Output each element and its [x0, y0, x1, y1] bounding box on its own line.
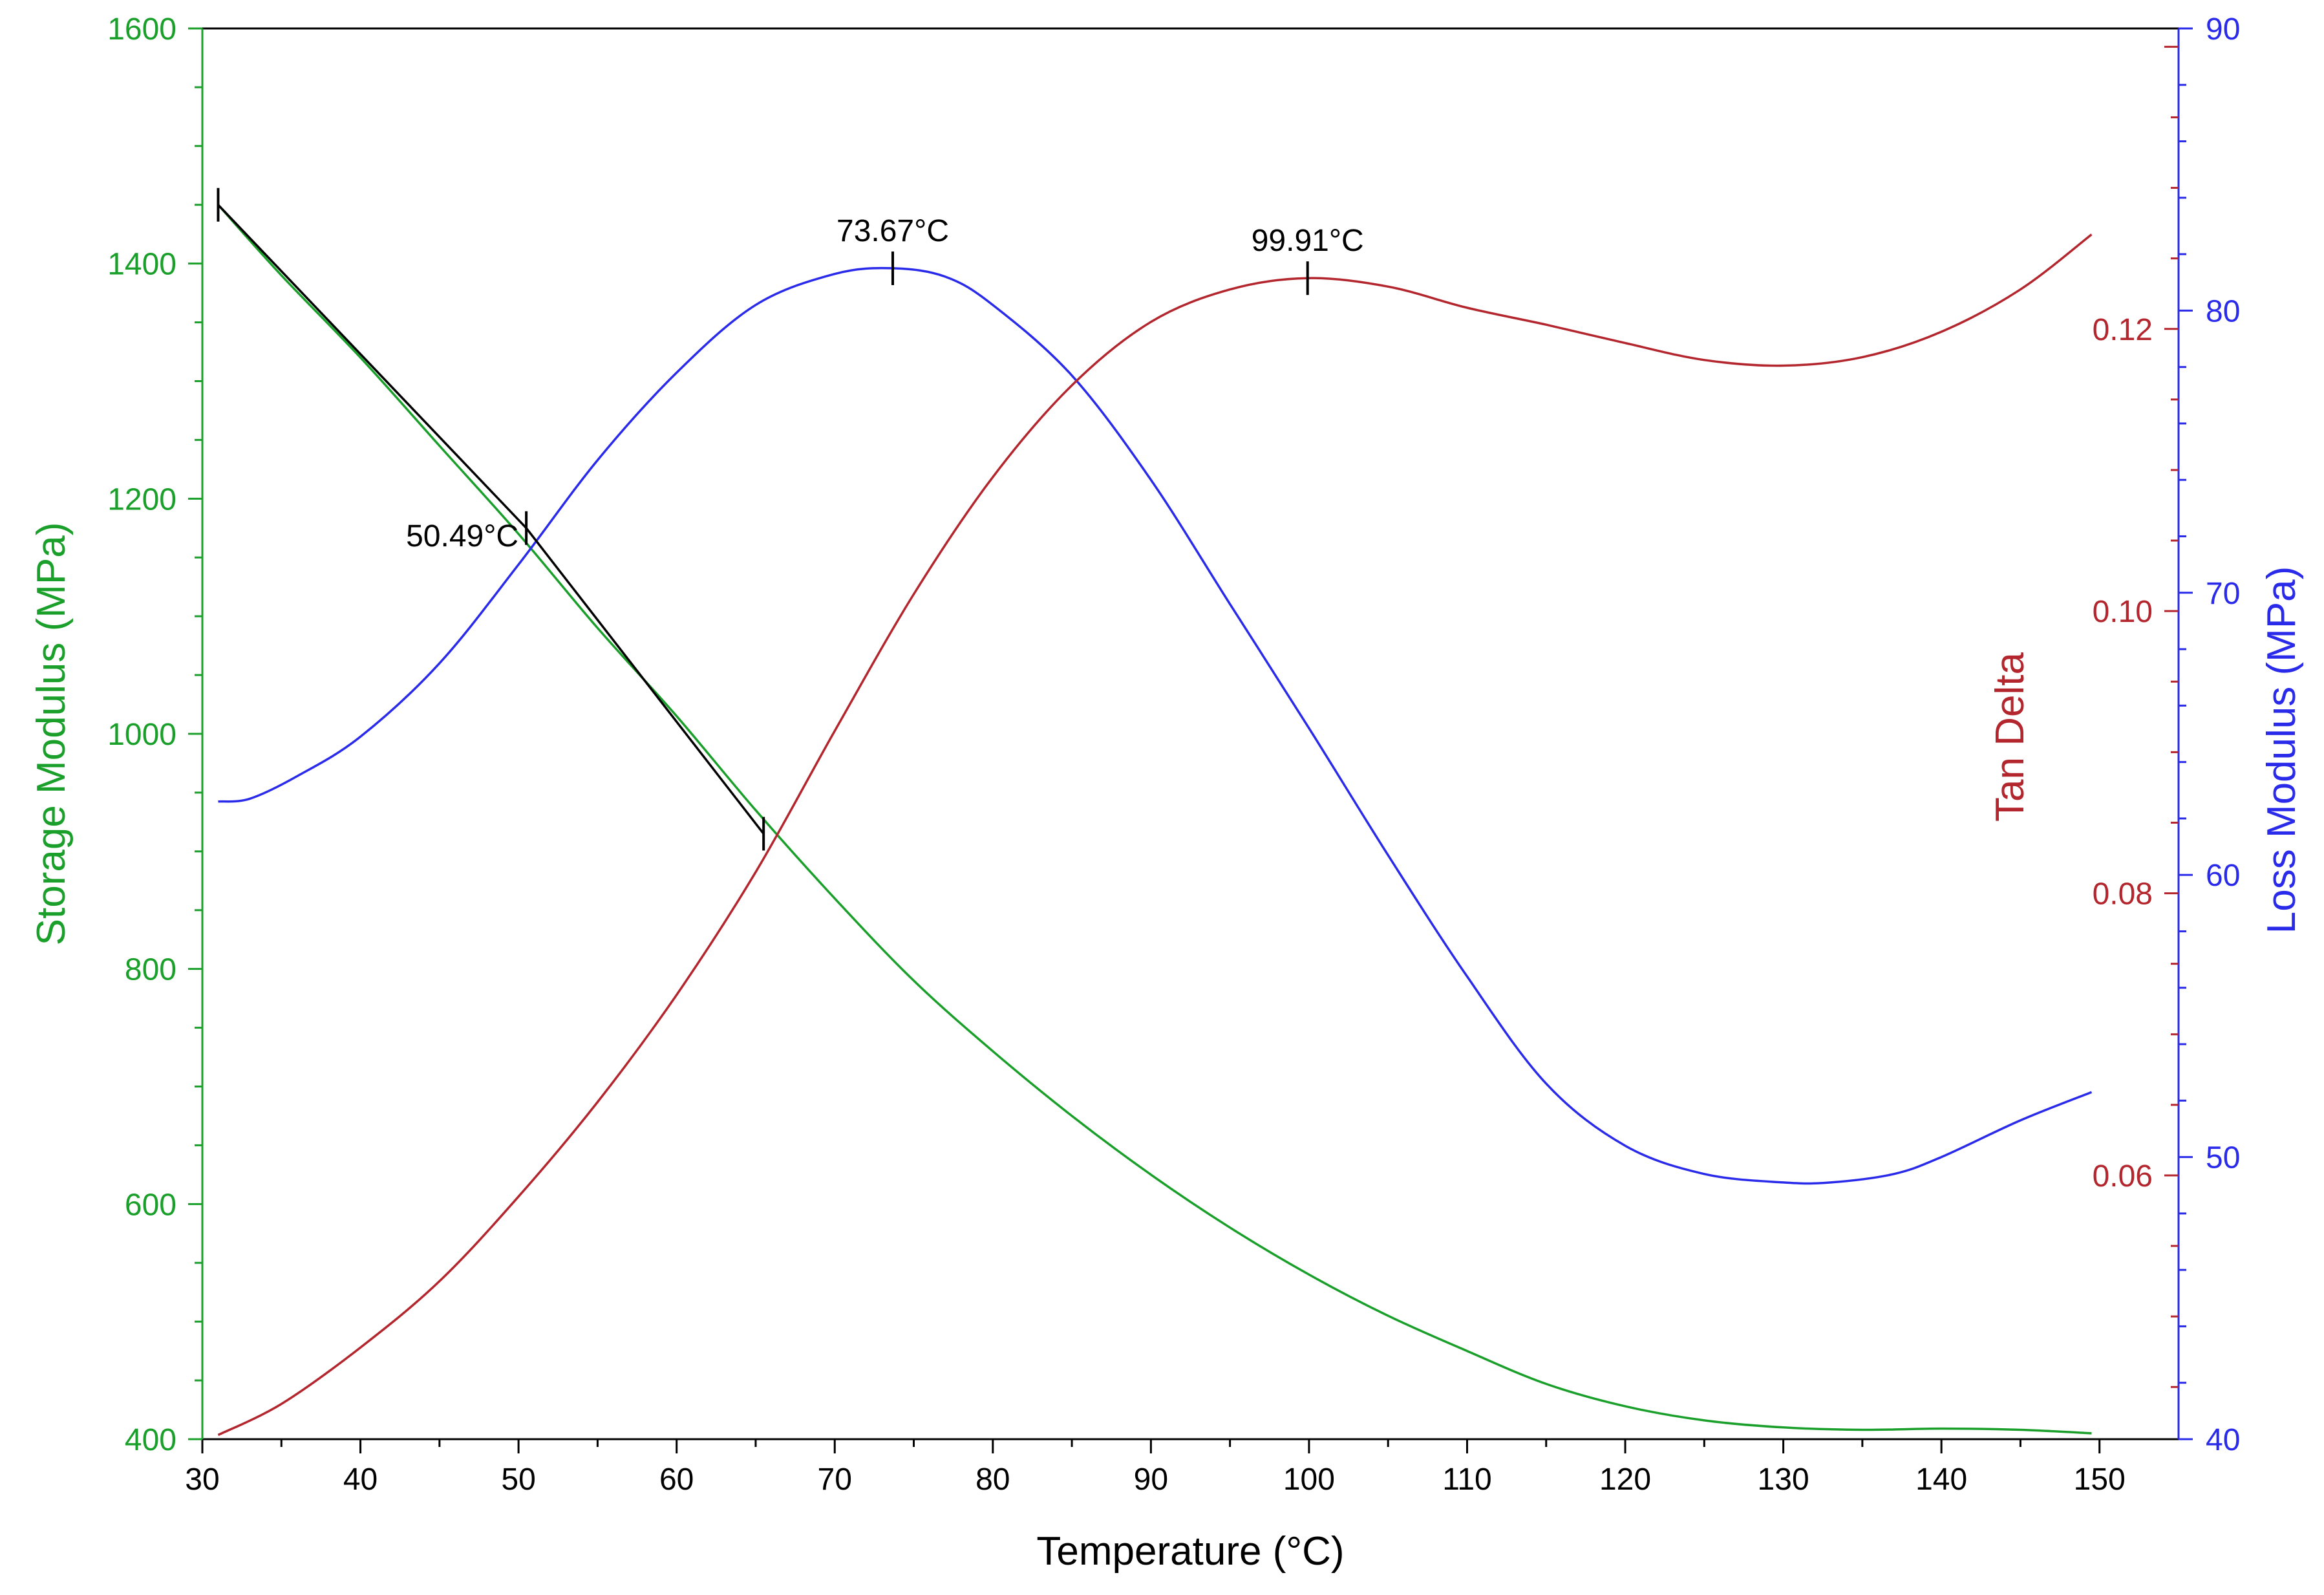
storage-modulus-line — [217, 204, 2092, 1435]
x-tick-label: 140 — [1915, 1462, 1967, 1497]
storage-onset-label: 50.49°C — [406, 519, 518, 553]
storage-modulus-tick-label: 1000 — [107, 718, 176, 752]
loss-modulus-tick-label: 40 — [2206, 1423, 2240, 1457]
x-tick-label: 50 — [501, 1462, 535, 1497]
x-tick-label: 130 — [1758, 1462, 1809, 1497]
x-tick-label: 30 — [185, 1462, 219, 1497]
x-tick-label: 90 — [1134, 1462, 1168, 1497]
loss-modulus-tick-label: 60 — [2206, 859, 2240, 893]
storage-modulus-tick-label: 1600 — [107, 12, 176, 47]
storage-modulus-tick-label: 600 — [125, 1188, 176, 1222]
x-tick-label: 60 — [659, 1462, 694, 1497]
tan-delta-tick-label: 0.10 — [2093, 595, 2153, 629]
axes-group: 30 40 50 60 70 80 90 100 110 120 130 140 150 400 600 80… — [107, 12, 2240, 1497]
x-tick-label: 150 — [2074, 1462, 2126, 1497]
axis-labels-group: Temperature (°C) Storage Modulus (MPa) T… — [29, 522, 2304, 1574]
loss-modulus-tick-label: 70 — [2206, 577, 2240, 611]
x-axis-label: Temperature (°C) — [1036, 1529, 1344, 1574]
x-tick-label: 70 — [818, 1462, 852, 1497]
loss-modulus-axis-label: Loss Modulus (MPa) — [2259, 566, 2304, 934]
loss-peak-label: 73.67°C — [837, 214, 949, 248]
tan-delta-tick-label: 0.06 — [2093, 1159, 2153, 1194]
tan-delta-line — [217, 233, 2093, 1437]
loss-modulus-tick-label: 90 — [2206, 12, 2240, 47]
x-tick-label: 80 — [975, 1462, 1010, 1497]
x-tick-label: 120 — [1599, 1462, 1651, 1497]
loss-modulus-tick-label: 50 — [2206, 1141, 2240, 1175]
tan-delta-tick-label: 0.08 — [2093, 877, 2153, 912]
storage-modulus-tick-label: 400 — [125, 1423, 176, 1457]
x-tick-label: 40 — [343, 1462, 378, 1497]
x-tick-label: 100 — [1283, 1462, 1335, 1497]
storage-modulus-axis-label: Storage Modulus (MPa) — [29, 522, 74, 946]
x-tick-label: 110 — [1442, 1462, 1492, 1497]
tan-delta-peak-label: 99.91°C — [1252, 224, 1364, 258]
storage-modulus-tick-label: 1400 — [107, 248, 176, 282]
tan-delta-tick-label: 0.12 — [2093, 313, 2153, 347]
loss-modulus-tick-label: 80 — [2206, 294, 2240, 328]
loss-modulus-line — [218, 266, 2093, 1185]
storage-modulus-tick-label: 800 — [125, 953, 176, 987]
annotations-group: 50.49°C 73.67°C 99.91°C — [217, 187, 1364, 851]
storage-modulus-tick-label: 1200 — [107, 482, 176, 517]
tan-delta-axis-label: Tan Delta — [1988, 652, 2032, 822]
